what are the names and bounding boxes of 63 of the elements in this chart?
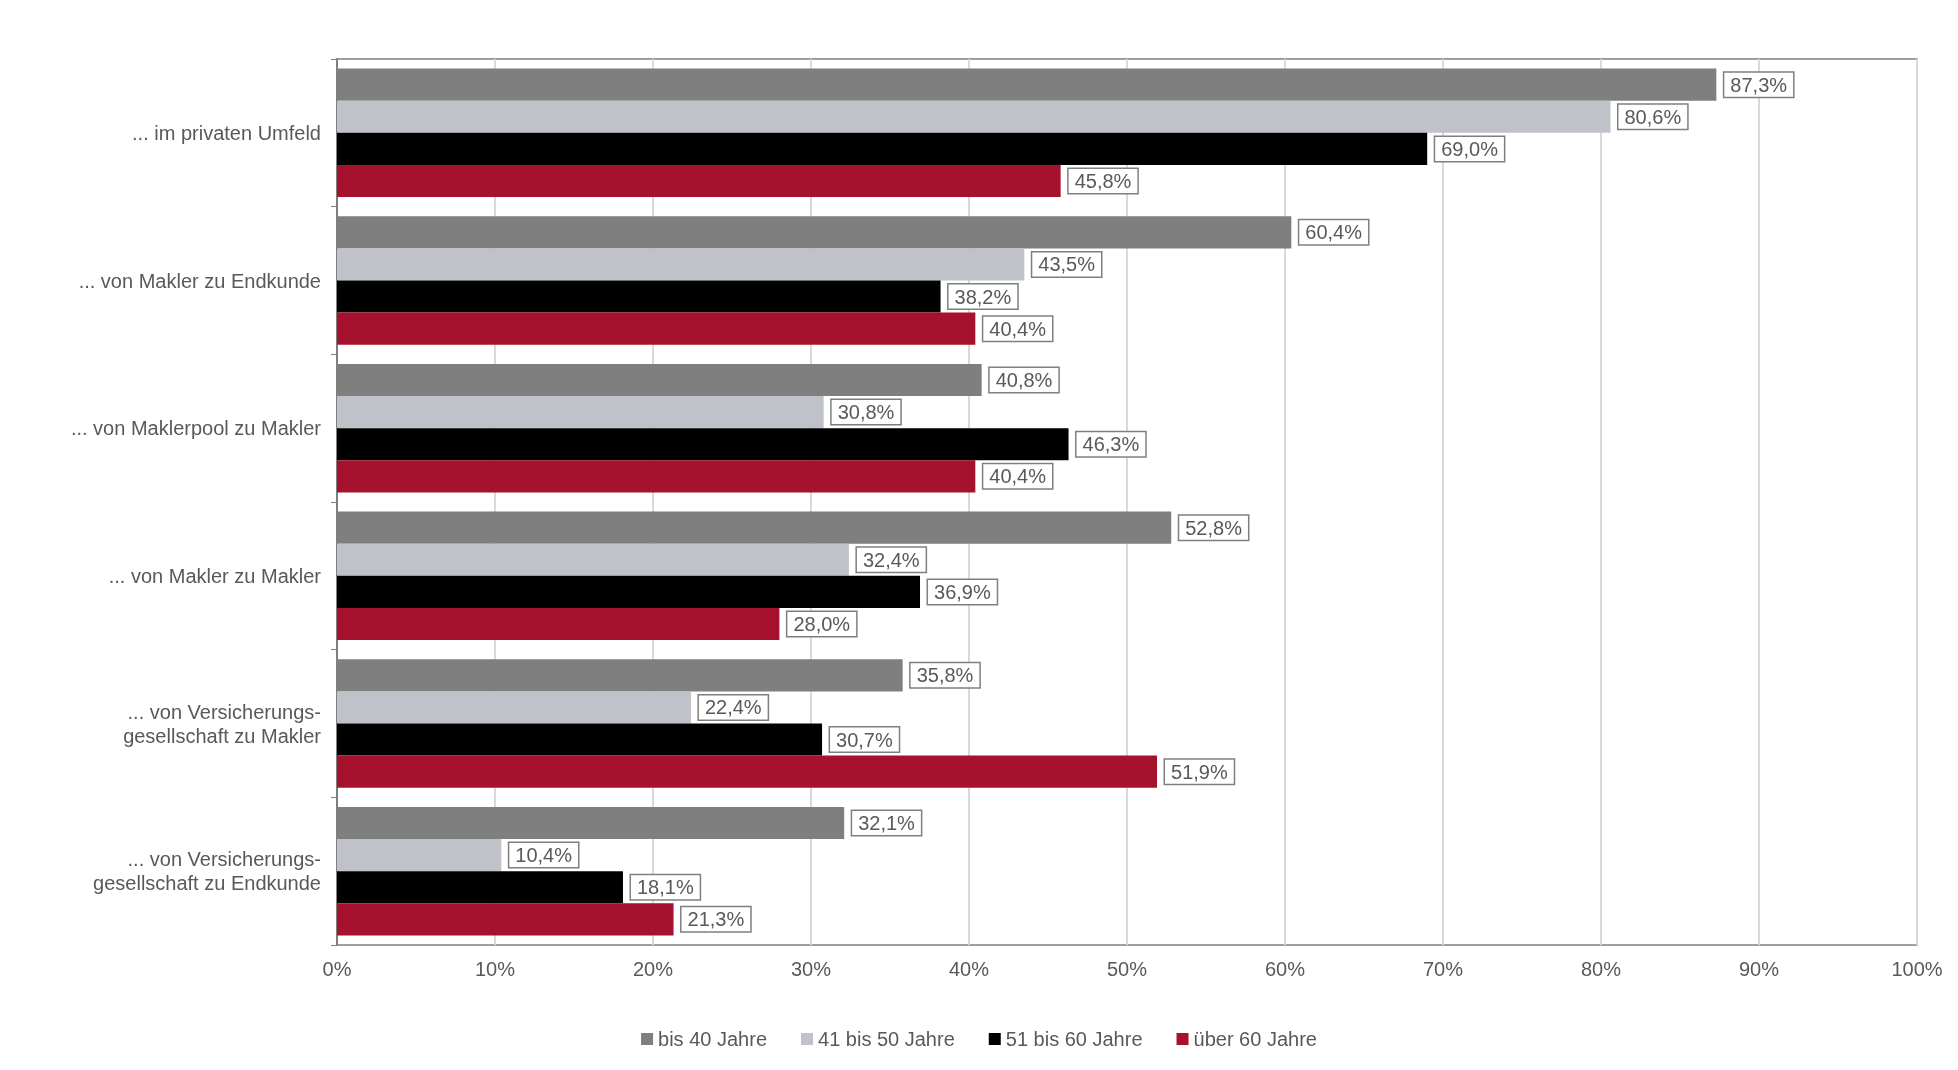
bar — [337, 903, 674, 936]
data-label: 38,2% — [954, 285, 1012, 308]
data-label: 52,8% — [1185, 516, 1243, 539]
data-label: 32,4% — [862, 548, 920, 571]
data-label: 36,9% — [934, 580, 991, 603]
data-label: 46,3% — [1082, 433, 1140, 456]
bar — [337, 723, 823, 756]
bar — [337, 543, 849, 576]
data-label: 40,4% — [989, 317, 1047, 340]
bar — [337, 575, 921, 608]
data-label: 40,8% — [995, 368, 1053, 391]
data-label: 51,9% — [1171, 760, 1228, 783]
bar — [337, 280, 941, 313]
data-label: 87,3% — [1730, 73, 1788, 96]
data-label: 21,3% — [687, 908, 745, 931]
y-tick-label: ... von Makler zu Endkunde — [78, 269, 321, 292]
x-tick-label: 90% — [1738, 958, 1780, 980]
x-tick-label: 50% — [1106, 958, 1148, 980]
bar — [337, 460, 976, 493]
data-label: 40,4% — [989, 465, 1047, 488]
bar — [337, 871, 623, 904]
bar — [337, 132, 1428, 165]
data-label: 69,0% — [1441, 137, 1499, 160]
bar — [337, 312, 976, 345]
data-label: 10,4% — [515, 844, 573, 867]
x-tick-label: 70% — [1422, 958, 1464, 980]
bar — [337, 607, 780, 641]
bar — [337, 396, 824, 429]
data-label: 60,4% — [1305, 221, 1363, 244]
x-tick-label: 100% — [1891, 958, 1943, 980]
x-tick-label: 60% — [1264, 958, 1306, 980]
legend-label: bis 40 Jahre — [658, 1028, 768, 1050]
bar — [337, 164, 1061, 198]
y-tick-label: ... von Makler zu Makler — [108, 564, 322, 587]
x-tick-label: 20% — [632, 958, 674, 980]
legend-label: über 60 Jahre — [1193, 1028, 1317, 1050]
data-label: 32,1% — [858, 811, 916, 834]
data-label: 35,8% — [916, 664, 974, 687]
legend-label: 51 bis 60 Jahre — [1005, 1028, 1143, 1050]
data-label: 30,8% — [837, 401, 895, 424]
data-label: 80,6% — [1624, 105, 1682, 128]
x-tick-label: 40% — [948, 958, 990, 980]
bar — [337, 755, 1158, 788]
bar — [337, 248, 1025, 281]
x-tick-label: 80% — [1580, 958, 1622, 980]
y-tick-label: ... von Versicherungs- gesellschaft zu Makler — [123, 700, 322, 747]
legend-label: 41 bis 50 Jahre — [818, 1028, 955, 1050]
x-tick-label: 30% — [790, 958, 832, 980]
y-tick-label: ... von Maklerpool zu Makler — [70, 417, 322, 440]
bar — [337, 839, 502, 872]
x-tick-label: 0% — [322, 958, 352, 980]
data-label: 22,4% — [704, 696, 762, 719]
x-tick-label: 10% — [474, 958, 516, 980]
bar — [337, 691, 691, 724]
data-label: 18,1% — [636, 876, 694, 899]
y-tick-label: ... im privaten Umfeld — [132, 121, 321, 144]
y-tick-label: ... von Versicherungs- gesellschaft zu Endkunde — [93, 848, 321, 895]
bar — [337, 100, 1611, 133]
data-label: 30,7% — [836, 728, 893, 751]
bar — [337, 428, 1069, 461]
data-label: 45,8% — [1074, 170, 1132, 193]
data-label: 43,5% — [1038, 253, 1096, 276]
data-label: 28,0% — [793, 613, 851, 636]
